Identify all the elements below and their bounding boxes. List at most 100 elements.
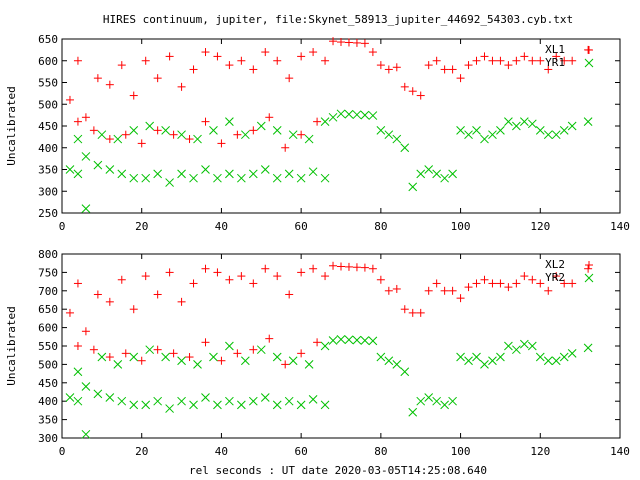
x-tick-label: 60 — [295, 445, 308, 458]
data-point — [145, 121, 155, 131]
data-point — [376, 125, 386, 135]
data-point — [313, 338, 322, 347]
data-point — [488, 279, 497, 288]
data-point — [141, 272, 150, 281]
data-point — [309, 264, 318, 273]
data-point — [237, 272, 246, 281]
series-yr2 — [65, 335, 593, 439]
y-tick-label: 750 — [38, 266, 58, 279]
data-point — [265, 113, 274, 122]
data-point — [424, 286, 433, 295]
data-point — [240, 356, 250, 366]
data-point — [360, 39, 369, 48]
legend-marker-xl2 — [585, 261, 593, 269]
data-point — [360, 110, 370, 120]
x-tick-label: 100 — [451, 445, 471, 458]
data-point — [321, 272, 330, 281]
data-point — [265, 334, 274, 343]
legend-label-xl2: XL2 — [545, 258, 565, 271]
data-point — [424, 165, 434, 174]
data-point — [321, 56, 330, 65]
data-point — [73, 396, 83, 406]
data-point — [225, 117, 234, 127]
data-point — [248, 396, 258, 406]
data-point — [129, 352, 139, 362]
data-point — [141, 400, 151, 410]
data-point — [260, 165, 270, 174]
data-point — [281, 143, 290, 152]
data-point — [560, 279, 569, 288]
data-point — [209, 352, 218, 362]
x-tick-label: 40 — [215, 445, 228, 458]
y-tick-label: 600 — [38, 322, 58, 335]
y-tick-label: 700 — [38, 285, 58, 298]
data-point — [189, 173, 198, 183]
data-point — [344, 109, 354, 119]
data-point — [360, 336, 370, 345]
data-point — [480, 275, 489, 284]
data-point — [256, 121, 266, 131]
data-point — [400, 143, 410, 153]
series-yr1 — [65, 109, 593, 214]
data-point — [408, 87, 417, 96]
data-point — [304, 360, 314, 369]
data-point — [329, 37, 338, 46]
data-point — [105, 353, 114, 362]
data-point — [237, 56, 246, 65]
data-point — [519, 339, 529, 349]
data-point — [527, 341, 537, 351]
legend-marker — [584, 58, 594, 68]
data-point — [424, 393, 434, 402]
data-point — [201, 117, 210, 126]
data-point — [376, 61, 385, 70]
data-point — [488, 130, 497, 140]
y-tick-label: 350 — [38, 414, 58, 427]
data-point — [129, 400, 139, 410]
data-point — [456, 352, 465, 362]
data-point — [368, 111, 378, 120]
panel-bottom: Uncalibrated 0 20 40 60 80 100 120 140 300 350 400… — [5, 248, 630, 458]
data-point — [65, 308, 74, 317]
data-point — [496, 56, 505, 65]
data-point — [567, 121, 577, 131]
data-point — [165, 178, 174, 187]
legend-marker — [585, 46, 593, 54]
data-point — [177, 396, 186, 406]
data-point — [568, 56, 577, 65]
data-point — [520, 52, 529, 61]
legend-marker-xl1 — [585, 46, 593, 54]
y-tick-label: 300 — [38, 432, 58, 445]
data-point — [496, 125, 505, 135]
data-point — [504, 341, 513, 351]
data-point — [113, 134, 123, 144]
y-tick-label: 650 — [38, 303, 58, 316]
data-point — [512, 121, 521, 131]
x-tick-label: 20 — [135, 220, 148, 233]
data-point — [440, 65, 449, 74]
data-point — [368, 48, 377, 57]
data-point — [261, 264, 270, 273]
data-point — [65, 165, 75, 174]
data-point — [201, 338, 210, 347]
data-point — [169, 349, 178, 358]
data-point — [93, 290, 102, 299]
data-point — [284, 396, 294, 406]
data-point — [105, 393, 115, 402]
data-point — [464, 283, 473, 292]
data-point — [536, 56, 545, 65]
data-point — [512, 56, 521, 65]
data-point — [177, 169, 186, 179]
data-point — [416, 169, 426, 179]
data-point — [73, 342, 82, 350]
y-tick-label: 450 — [38, 120, 58, 133]
data-point — [583, 117, 593, 127]
legend-marker-yr1 — [584, 58, 594, 68]
y-tick-label: 400 — [38, 142, 58, 155]
data-point — [336, 109, 346, 119]
data-point — [337, 262, 345, 271]
data-point — [551, 356, 561, 366]
data-point — [472, 56, 481, 65]
data-point — [153, 396, 163, 406]
data-point — [304, 134, 314, 144]
data-point — [161, 352, 170, 362]
